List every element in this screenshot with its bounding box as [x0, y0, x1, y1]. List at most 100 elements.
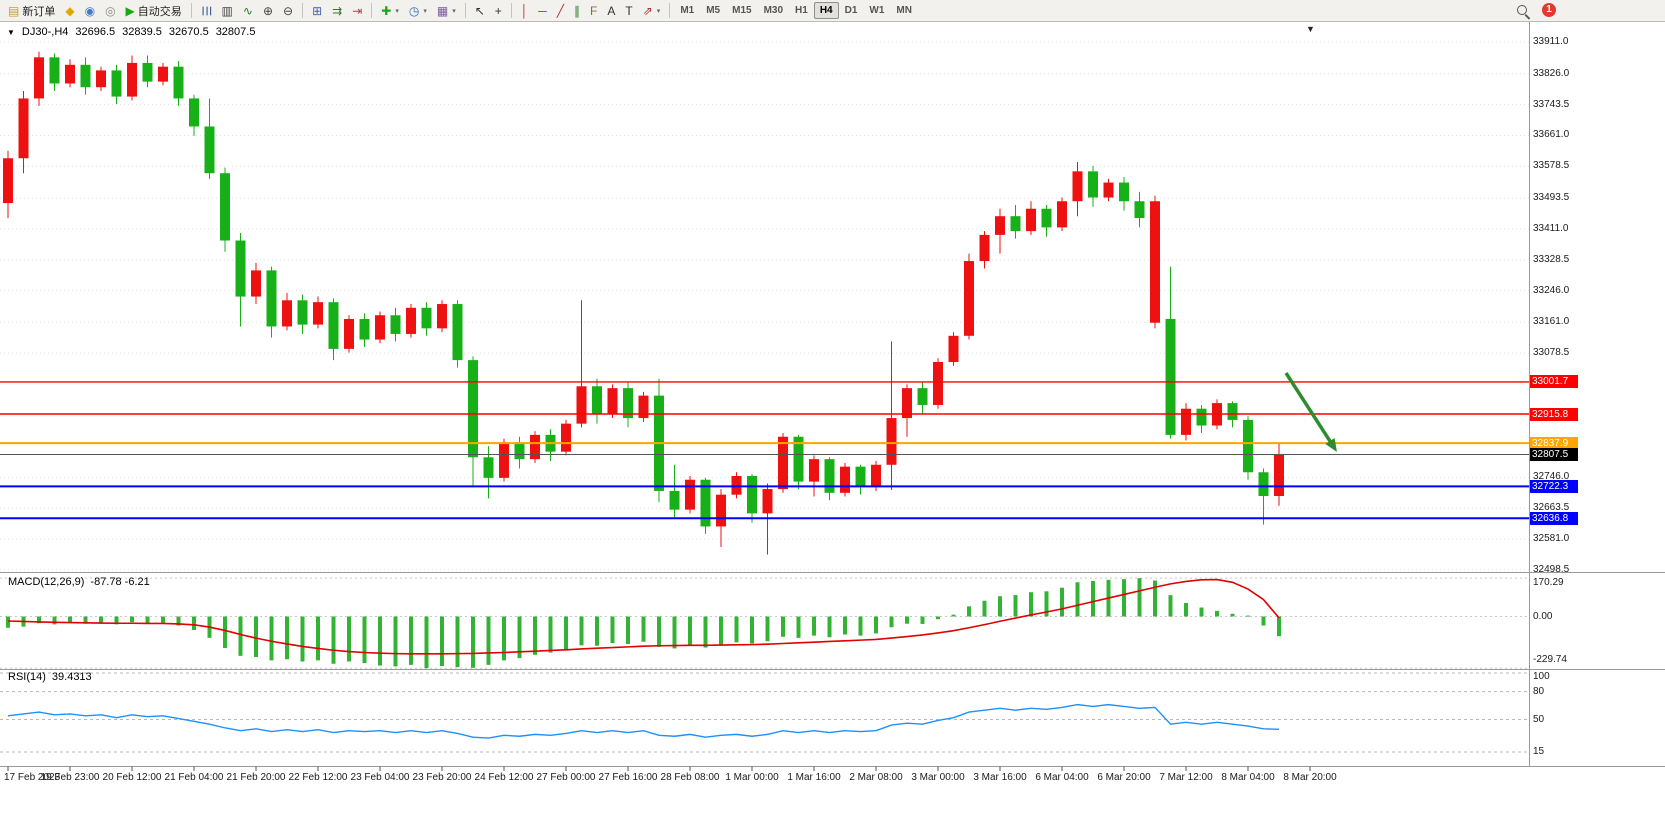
candle-bullish: [1181, 408, 1191, 435]
metaeditor-button[interactable]: ◆: [60, 1, 79, 21]
templates-button[interactable]: ▦ ▾: [432, 1, 461, 21]
search-icon[interactable]: [1516, 4, 1530, 18]
macd-histogram-bar: [99, 616, 103, 623]
dropdown-arrow-icon[interactable]: ▾: [423, 7, 427, 15]
macd-histogram-bar: [936, 616, 940, 620]
macd-histogram-bar: [1199, 607, 1204, 617]
candle-bullish: [762, 489, 773, 514]
line-chart-icon: ∿: [242, 3, 253, 18]
periods-button[interactable]: ◷ ▾: [404, 1, 432, 21]
macd-histogram-bar: [378, 616, 382, 666]
candle-bullish: [34, 57, 44, 99]
candle-bearish: [669, 490, 680, 510]
auto-scroll-button[interactable]: ⇉: [327, 1, 347, 21]
macd-histogram-bar: [781, 616, 785, 637]
candle-bullish: [344, 318, 354, 349]
candle-bullish: [1103, 182, 1114, 198]
dropdown-arrow-icon[interactable]: ▾: [452, 7, 456, 15]
candle-bearish: [747, 475, 757, 514]
timeframe-w1-button[interactable]: W1: [869, 5, 885, 16]
template-icon: ▦: [436, 3, 449, 18]
arrow-object[interactable]: [1284, 372, 1334, 446]
zoom-in-button[interactable]: ⊕: [258, 1, 278, 21]
timeframe-h4-button[interactable]: H4: [813, 2, 839, 19]
timeframe-m5-button[interactable]: M5: [706, 5, 721, 16]
autotrading-button[interactable]: ▶ 自动交易: [121, 1, 187, 21]
macd-histogram-bar: [796, 616, 801, 638]
macd-histogram-bar: [83, 616, 88, 624]
candle-bullish: [530, 434, 540, 460]
dropdown-arrow-icon[interactable]: ▾: [395, 7, 399, 15]
zoom-out-icon: ⊖: [283, 3, 294, 18]
candle-bearish: [700, 479, 711, 527]
macd-histogram-bar: [765, 616, 770, 642]
candle-bullish: [902, 388, 912, 419]
help-button[interactable]: ◎: [100, 1, 120, 21]
clock-icon: ◷: [408, 3, 420, 18]
candle-bullish: [933, 361, 943, 405]
dropdown-arrow-icon[interactable]: ▾: [656, 7, 661, 15]
macd-histogram-bar: [1122, 579, 1126, 617]
arrows-button[interactable]: ⇗ ▾: [638, 1, 666, 21]
macd-histogram-bar: [579, 616, 584, 646]
new-order-icon: ▤: [8, 3, 20, 18]
macd-histogram-bar: [393, 616, 398, 667]
zoom-in-icon: ⊕: [262, 3, 274, 18]
text-button[interactable]: A: [602, 1, 620, 21]
macd-histogram-bar: [52, 616, 57, 625]
candlestick-chart-button[interactable]: ▥: [217, 1, 238, 21]
macd-histogram-bar: [998, 596, 1002, 617]
timeframe-h1-button[interactable]: H1: [795, 5, 808, 16]
mql5-community-button[interactable]: ◉: [80, 1, 100, 21]
indicators-button[interactable]: ✚ ▾: [376, 1, 404, 21]
candle-bullish: [1150, 201, 1160, 323]
macd-histogram-bar: [1246, 615, 1250, 617]
horizontal-line-button[interactable]: ─: [533, 1, 552, 21]
timeframe-mn-button[interactable]: MN: [896, 5, 912, 16]
candle-bearish: [297, 300, 308, 325]
tile-windows-button[interactable]: ⊞: [307, 1, 327, 21]
candle-bearish: [793, 436, 804, 482]
vertical-line-button[interactable]: │: [516, 1, 534, 21]
rsi-line: [7, 703, 1280, 739]
notification-badge[interactable]: 1: [1542, 3, 1556, 17]
candle-bullish: [1072, 171, 1083, 202]
new-order-button[interactable]: ▤ 新订单: [3, 1, 60, 21]
zoom-out-button[interactable]: ⊖: [278, 1, 298, 21]
timeframe-m15-button[interactable]: M15: [732, 5, 752, 16]
toolbar-separator: [669, 3, 671, 18]
timeframe-d1-button[interactable]: D1: [844, 5, 858, 16]
toolbar-separator: [464, 3, 466, 18]
macd-histogram-bar: [176, 616, 181, 626]
macd-histogram-bar: [641, 616, 646, 642]
new-order-button-label: 新订单: [22, 5, 56, 18]
fibonacci-button[interactable]: F: [585, 1, 602, 21]
equidistant-channel-button[interactable]: ∥: [569, 1, 585, 21]
macd-histogram-bar: [316, 616, 320, 661]
bars-chart-button[interactable]: ☰: [196, 1, 217, 21]
timeframe-m1-button[interactable]: M1: [680, 5, 695, 16]
chart-shift-button[interactable]: ⇥: [347, 1, 367, 21]
macd-histogram-bar: [827, 616, 832, 638]
candle-bullish: [375, 315, 385, 340]
indicators-icon: ✚: [381, 3, 392, 18]
text-label-button[interactable]: T: [620, 1, 637, 21]
macd-histogram-bar: [223, 616, 227, 648]
trendline-button[interactable]: ╱: [552, 1, 569, 21]
candle-bearish: [142, 62, 153, 82]
macd-histogram-bar: [254, 616, 258, 657]
macd-histogram-bar: [300, 616, 305, 662]
macd-histogram-bar: [920, 616, 925, 624]
candle-bullish: [809, 459, 819, 482]
macd-histogram-bar: [6, 616, 10, 628]
toolbar-separator: [302, 3, 304, 18]
macd-histogram-bar: [1075, 582, 1080, 617]
candle-bearish: [623, 388, 633, 419]
crosshair-button[interactable]: +: [490, 1, 507, 21]
line-chart-button[interactable]: ∿: [238, 1, 258, 21]
cursor-button[interactable]: ↖: [470, 1, 490, 21]
candle-bullish: [840, 466, 850, 493]
macd-histogram-bar: [347, 616, 351, 662]
timeframe-m30-button[interactable]: M30: [763, 5, 784, 16]
